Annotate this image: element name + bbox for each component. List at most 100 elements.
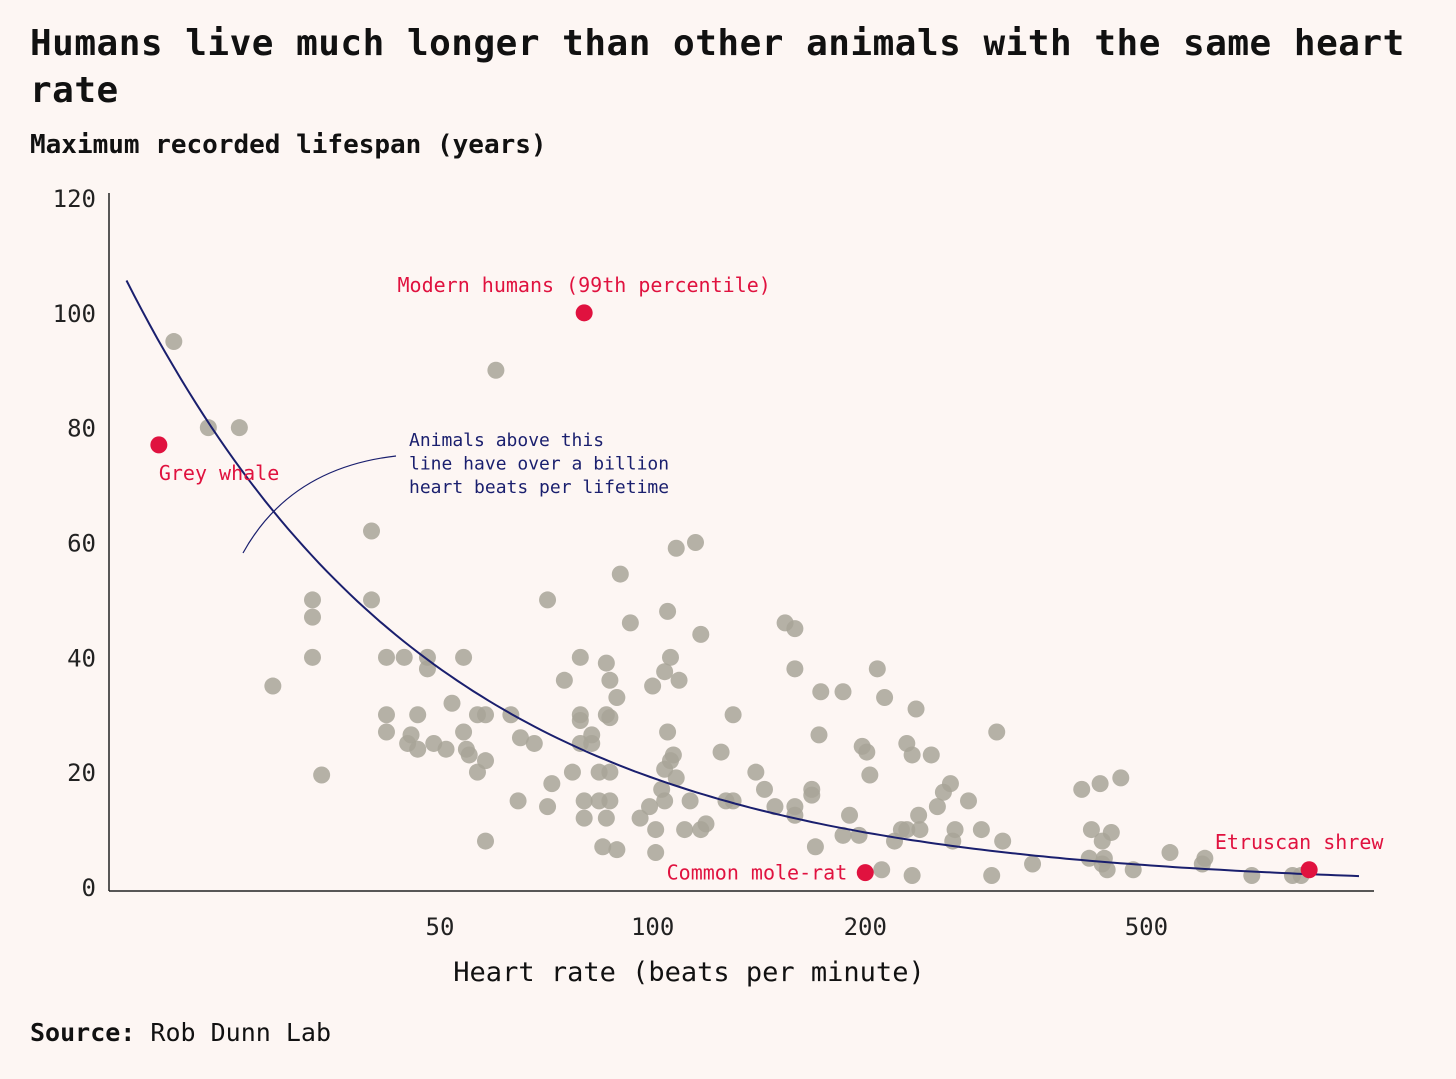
data-point-111 xyxy=(868,660,886,678)
y-tick-label-5: 100 xyxy=(53,300,96,328)
data-point-146 xyxy=(1161,844,1179,862)
data-point-21 xyxy=(437,740,455,758)
data-point-34 xyxy=(509,792,527,810)
data-point-91 xyxy=(747,763,765,781)
data-point-41 xyxy=(563,763,581,781)
data-point-31 xyxy=(477,832,495,850)
data-point-44 xyxy=(571,706,589,724)
data-point-96 xyxy=(786,620,804,638)
data-point-144 xyxy=(1112,769,1130,787)
data-point-102 xyxy=(810,726,828,744)
data-point-12 xyxy=(377,723,395,741)
data-point-137 xyxy=(1082,821,1100,839)
data-point-60 xyxy=(608,689,626,707)
data-point-110 xyxy=(861,766,879,784)
data-point-62 xyxy=(611,565,629,583)
highlights-layer: Grey whale Modern humans (99th percentile… xyxy=(150,273,1384,885)
data-point-90 xyxy=(724,706,742,724)
data-point-70 xyxy=(656,792,674,810)
data-point-61 xyxy=(608,841,626,859)
data-point-5 xyxy=(303,608,321,626)
data-point-53 xyxy=(597,809,615,827)
annotation-text: Animals above this line have over a billi… xyxy=(409,430,669,498)
data-point-142 xyxy=(1098,861,1116,879)
data-point-74 xyxy=(659,723,677,741)
data-point-65 xyxy=(641,798,659,816)
data-point-37 xyxy=(539,798,557,816)
data-point-16 xyxy=(409,706,427,724)
data-point-73 xyxy=(659,602,677,620)
data-point-100 xyxy=(803,786,821,804)
data-point-67 xyxy=(647,844,665,862)
data-point-47 xyxy=(575,809,593,827)
y-tick-label-6: 120 xyxy=(53,185,96,213)
data-point-135 xyxy=(1073,780,1091,798)
source-line: Source: Rob Dunn Lab xyxy=(30,1018,331,1047)
data-point-106 xyxy=(841,806,859,824)
data-point-29 xyxy=(477,752,495,770)
highlight-label-0: Grey whale xyxy=(159,461,279,485)
data-point-52 xyxy=(594,838,612,856)
points-layer xyxy=(165,333,1310,885)
data-point-79 xyxy=(667,769,685,787)
data-point-83 xyxy=(686,534,704,551)
data-point-15 xyxy=(402,726,420,744)
annotation-leader-line xyxy=(242,455,397,554)
data-point-54 xyxy=(597,654,615,672)
chart-subtitle: Maximum recorded lifespan (years) xyxy=(30,130,547,160)
data-point-40 xyxy=(555,671,573,689)
data-point-7 xyxy=(313,766,331,784)
data-point-59 xyxy=(601,709,619,727)
data-point-126 xyxy=(941,775,959,793)
y-tick-label-3: 60 xyxy=(67,530,96,558)
data-point-3 xyxy=(264,677,282,695)
source-label: Source: xyxy=(30,1018,136,1047)
data-point-86 xyxy=(697,815,715,833)
data-point-17 xyxy=(409,740,427,758)
data-point-56 xyxy=(601,671,619,689)
data-point-66 xyxy=(644,677,662,695)
data-point-58 xyxy=(601,792,619,810)
data-point-136 xyxy=(1080,849,1098,867)
data-point-10 xyxy=(377,648,395,666)
data-point-63 xyxy=(621,614,639,632)
data-point-22 xyxy=(443,694,461,712)
data-point-32 xyxy=(487,361,505,379)
data-point-35 xyxy=(511,729,529,747)
data-point-46 xyxy=(575,792,593,810)
data-point-103 xyxy=(812,683,830,701)
data-point-26 xyxy=(460,746,478,764)
x-tick-labels: 50 100 200 500 xyxy=(426,913,1169,941)
x-tick-label-3: 500 xyxy=(1125,913,1168,941)
data-point-138 xyxy=(1091,775,1109,793)
data-point-4 xyxy=(303,591,321,609)
y-tick-labels: 0 20 40 60 80 100 120 xyxy=(53,185,96,902)
highlight-label-2: Common mole-rat xyxy=(667,861,848,885)
data-point-112 xyxy=(873,861,891,879)
data-point-11 xyxy=(377,706,395,724)
data-point-133 xyxy=(994,832,1012,850)
data-point-122 xyxy=(911,821,929,839)
annotation-line-2: heart beats per lifetime xyxy=(409,477,669,498)
x-axis-label: Heart rate (beats per minute) xyxy=(453,957,924,988)
data-point-104 xyxy=(834,683,852,701)
data-point-42 xyxy=(571,648,589,666)
data-point-130 xyxy=(972,821,990,839)
x-tick-label-2: 200 xyxy=(844,913,887,941)
source-value: Rob Dunn Lab xyxy=(150,1018,332,1047)
data-point-80 xyxy=(670,671,688,689)
data-point-30 xyxy=(477,706,495,724)
data-point-64 xyxy=(631,809,649,827)
data-point-1 xyxy=(199,419,217,437)
highlight-point-1 xyxy=(575,304,593,322)
data-point-24 xyxy=(455,723,473,741)
data-point-124 xyxy=(928,798,946,816)
data-point-0 xyxy=(165,333,183,351)
data-point-72 xyxy=(656,663,674,681)
data-point-93 xyxy=(766,798,784,816)
data-point-75 xyxy=(661,648,679,666)
data-point-132 xyxy=(988,723,1006,741)
annotation-line-0: Animals above this xyxy=(409,430,604,451)
data-point-19 xyxy=(418,660,436,678)
